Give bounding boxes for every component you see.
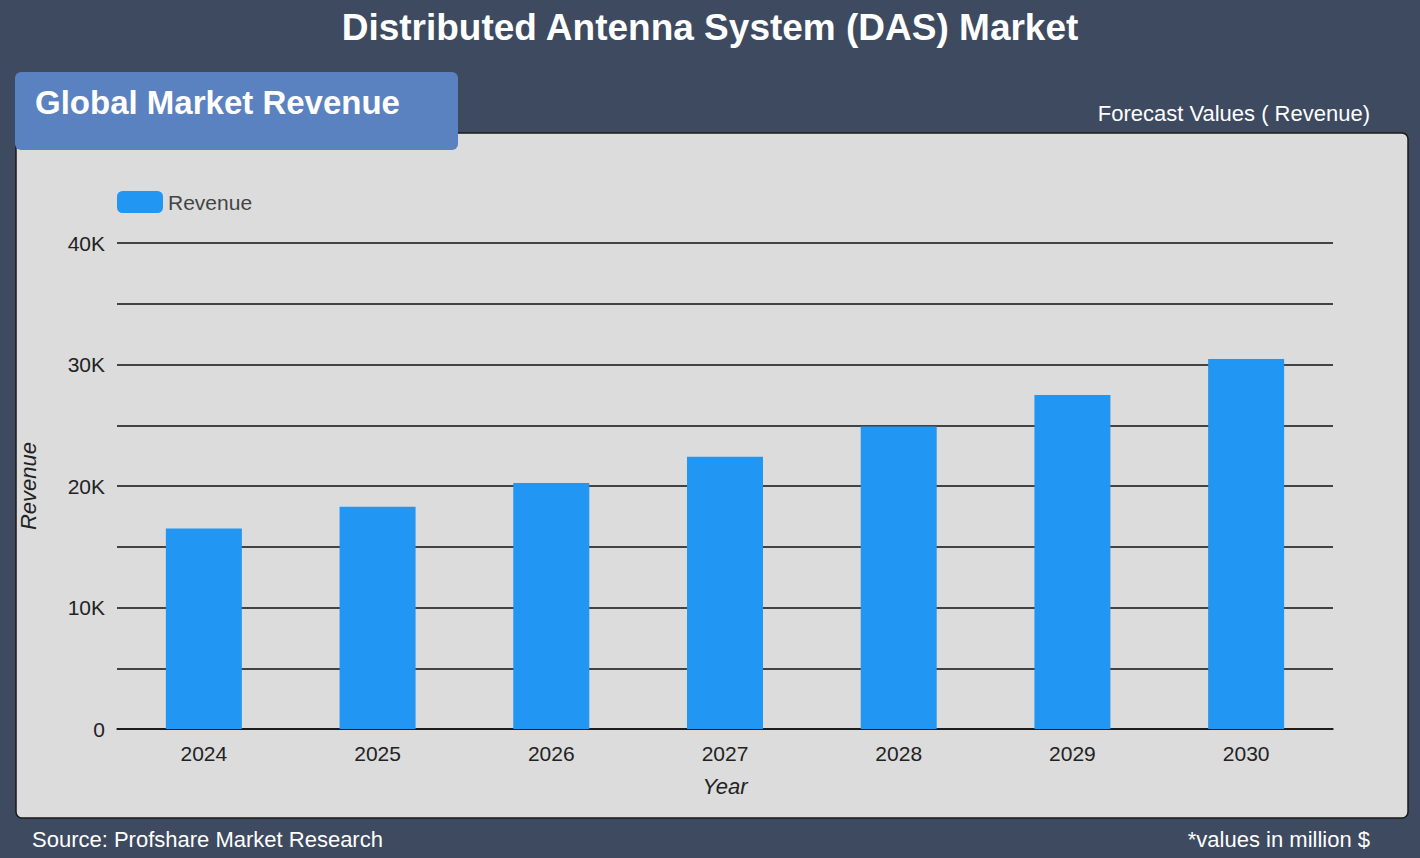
svg-text:Source: Profshare Market Resea: Source: Profshare Market Research xyxy=(32,827,383,852)
svg-text:Forecast Values ( Revenue): Forecast Values ( Revenue) xyxy=(1098,101,1370,126)
svg-text:40K: 40K xyxy=(68,232,105,255)
svg-text:Revenue: Revenue xyxy=(168,191,252,214)
svg-text:Year: Year xyxy=(702,774,749,799)
svg-text:*values in million $: *values in million $ xyxy=(1188,827,1370,852)
svg-text:Revenue: Revenue xyxy=(16,442,41,530)
svg-text:Distributed Antenna System (DA: Distributed Antenna System (DAS) Market xyxy=(342,7,1079,48)
svg-text:0: 0 xyxy=(93,718,105,741)
svg-text:10K: 10K xyxy=(68,596,105,619)
svg-text:2026: 2026 xyxy=(528,742,575,765)
svg-text:Global Market Revenue: Global Market Revenue xyxy=(35,84,400,121)
svg-text:2028: 2028 xyxy=(875,742,922,765)
svg-text:2029: 2029 xyxy=(1049,742,1096,765)
svg-text:20K: 20K xyxy=(68,475,105,498)
svg-text:2025: 2025 xyxy=(354,742,401,765)
svg-text:30K: 30K xyxy=(68,353,105,376)
svg-text:2030: 2030 xyxy=(1223,742,1270,765)
svg-text:2027: 2027 xyxy=(702,742,749,765)
svg-text:2024: 2024 xyxy=(180,742,227,765)
